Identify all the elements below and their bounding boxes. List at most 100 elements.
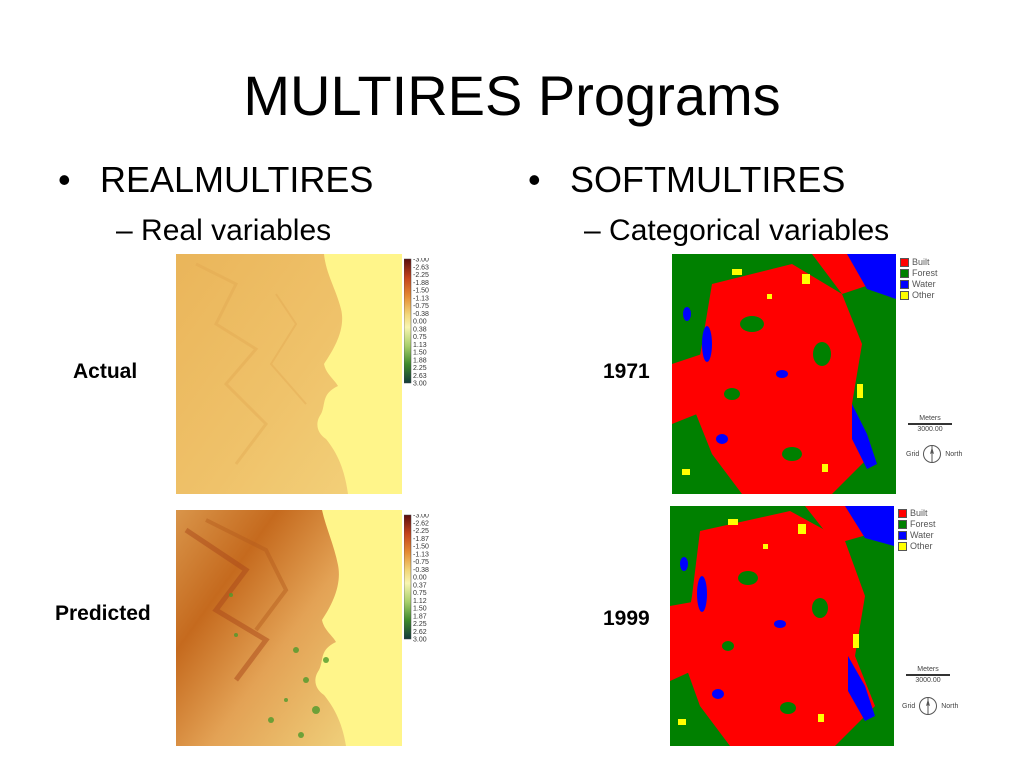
scale-tick-label: -1.87 (413, 536, 429, 543)
north-arrow-icon (919, 697, 938, 715)
scale-tick-label: 1.12 (413, 598, 427, 605)
scale-tick-label: -2.63 (413, 264, 429, 271)
scale-tick-label: -2.62 (413, 520, 429, 527)
scale-tick-label: 0.00 (413, 319, 427, 326)
bullet-realmultires: • REALMULTIRES (58, 160, 373, 200)
legend-1999: Built Forest Water Other (898, 508, 936, 552)
bullet-softmultires: • SOFTMULTIRES (528, 160, 845, 200)
legend-item-forest: Forest (900, 268, 938, 279)
scale-tick-label: -1.50 (413, 288, 429, 295)
compass-left-label: Grid (902, 702, 916, 710)
compass-1999: Grid North (902, 696, 958, 716)
sub-bullet-label: Categorical variables (609, 214, 890, 247)
slide-title: MULTIRES Programs (243, 64, 781, 127)
scale-tick-label: -0.75 (413, 559, 429, 566)
row-label-1971: 1971 (603, 360, 650, 383)
legend-label: Forest (910, 519, 936, 529)
scale-bar-line (908, 423, 952, 425)
scale-tick-label: -3.00 (413, 258, 429, 264)
legend-item-water: Water (898, 530, 936, 541)
scale-bar-unit: Meters (919, 415, 941, 422)
actual-map-image (176, 254, 402, 494)
scale-tick-label: -2.25 (413, 272, 429, 279)
legend-label: Water (910, 530, 934, 540)
predicted-scale-labels: -3.00-2.62-2.25-1.87-1.50-1.13-0.75-0.38… (413, 514, 429, 642)
compass-right-label: North (941, 702, 959, 710)
scale-tick-label: -1.13 (413, 551, 429, 558)
scale-tick-label: 1.88 (413, 357, 427, 364)
scale-tick-label: 3.00 (413, 381, 427, 387)
swatch-water (898, 531, 907, 540)
scale-tick-label: 0.75 (413, 590, 427, 597)
scale-tick-label: 0.37 (413, 582, 427, 589)
compass-1971: Grid North (906, 444, 962, 464)
swatch-water (900, 280, 909, 289)
scale-tick-label: -2.25 (413, 528, 429, 535)
predicted-map-image (176, 510, 402, 746)
map-1999-image (670, 506, 894, 746)
row-label-predicted: Predicted (55, 602, 151, 625)
scale-bar-value: 3000.00 (915, 677, 941, 684)
scale-tick-label: 0.38 (413, 326, 427, 333)
scale-tick-label: 1.50 (413, 606, 427, 613)
legend-label: Water (912, 279, 936, 289)
sub-bullet-label: Real variables (141, 214, 332, 247)
dash: – (116, 214, 133, 247)
scale-tick-label: 0.75 (413, 334, 427, 341)
scale-bar-unit: Meters (917, 666, 939, 673)
swatch-built (898, 509, 907, 518)
legend-label: Forest (912, 268, 938, 278)
legend-item-built: Built (900, 257, 938, 268)
legend-item-built: Built (898, 508, 936, 519)
swatch-other (900, 291, 909, 300)
sub-bullet-categorical-variables: – Categorical variables (584, 213, 889, 249)
north-arrow-icon (923, 445, 942, 463)
sub-bullet-real-variables: – Real variables (116, 213, 331, 249)
scale-tick-label: 3.00 (413, 637, 427, 643)
scale-tick-label: 2.25 (413, 365, 427, 372)
scale-tick-label: -0.75 (413, 303, 429, 310)
predicted-color-scale: -3.00-2.62-2.25-1.87-1.50-1.13-0.75-0.38… (404, 514, 429, 642)
scale-tick-label: 0.00 (413, 575, 427, 582)
scale-tick-label: 1.13 (413, 342, 427, 349)
scale-tick-label: 1.50 (413, 350, 427, 357)
scale-bar-1971: Meters 3000.00 (908, 415, 952, 433)
legend-item-water: Water (900, 279, 938, 290)
scale-tick-label: 1.87 (413, 613, 427, 620)
legend-1971: Built Forest Water Other (900, 257, 938, 301)
swatch-built (900, 258, 909, 267)
scale-tick-label: -3.00 (413, 514, 429, 520)
actual-color-scale: -3.00-2.63-2.25-1.88-1.50-1.13-0.75-0.38… (404, 258, 429, 386)
legend-label: Other (910, 541, 933, 551)
scale-bar-1999: Meters 3000.00 (906, 666, 950, 684)
scale-tick-label: 2.25 (413, 621, 427, 628)
scale-tick-label: 2.63 (413, 373, 427, 380)
legend-label: Built (910, 508, 928, 518)
legend-item-forest: Forest (898, 519, 936, 530)
scale-tick-label: -0.38 (413, 311, 429, 318)
scale-bar-value: 3000.00 (917, 426, 943, 433)
compass-right-label: North (945, 450, 963, 458)
scale-tick-label: -1.50 (413, 544, 429, 551)
bullet-label: SOFTMULTIRES (570, 159, 846, 200)
swatch-forest (898, 520, 907, 529)
bullet-label: REALMULTIRES (100, 159, 374, 200)
legend-item-other: Other (898, 541, 936, 552)
legend-label: Other (912, 290, 935, 300)
row-label-actual: Actual (73, 360, 138, 383)
bullet-dot: • (58, 159, 71, 200)
scale-bar-line (906, 674, 950, 676)
bullet-dot: • (528, 159, 541, 200)
row-label-1999: 1999 (603, 607, 650, 630)
scale-tick-label: -0.38 (413, 567, 429, 574)
dash: – (584, 214, 601, 247)
map-1971-image (672, 254, 896, 494)
actual-scale-labels: -3.00-2.63-2.25-1.88-1.50-1.13-0.75-0.38… (413, 258, 429, 386)
scale-tick-label: -1.88 (413, 280, 429, 287)
legend-label: Built (912, 257, 930, 267)
swatch-forest (900, 269, 909, 278)
swatch-other (898, 542, 907, 551)
scale-tick-label: 2.62 (413, 629, 427, 636)
scale-tick-label: -1.13 (413, 295, 429, 302)
compass-left-label: Grid (906, 450, 920, 458)
